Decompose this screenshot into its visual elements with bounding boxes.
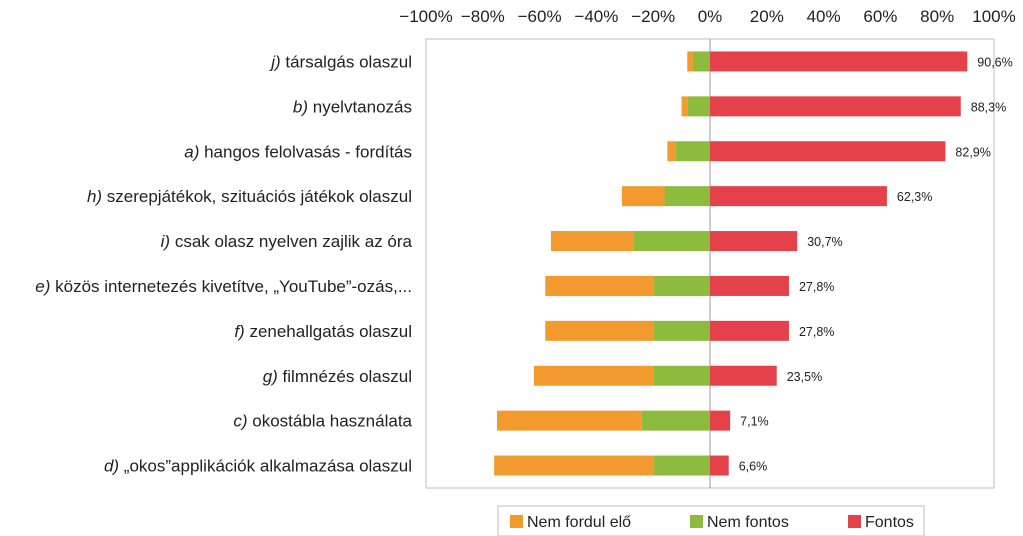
bar-segment xyxy=(545,275,654,296)
legend: Nem fordul elő Nem fontos Fontos xyxy=(497,505,925,536)
bar-segment xyxy=(710,51,968,72)
category-label: b) nyelvtanozás xyxy=(293,97,412,116)
bar-segment xyxy=(710,141,946,162)
bar-segment xyxy=(533,365,654,386)
bar-segment xyxy=(653,320,710,341)
bar-segment xyxy=(550,231,634,252)
category-label: h) szerepjátékok, szituációs játékok ola… xyxy=(87,187,412,206)
category-label: i) csak olasz nyelven zajlik az óra xyxy=(161,232,413,251)
bar-segment xyxy=(710,231,798,252)
bar-segment xyxy=(641,410,710,431)
data-labels: 90,6% 88,3% 82,9% 62,3% 30,7% 27,8% 27,8% 23,5%… xyxy=(739,55,1013,473)
category-label: g) filmnézés olaszul xyxy=(263,367,412,386)
category-label: e) közös internetezés kivetítve, „YouTub… xyxy=(35,277,412,296)
category-label: j) társalgás olaszul xyxy=(269,52,412,71)
bar-segment xyxy=(687,96,710,117)
bar-segment xyxy=(710,455,729,476)
bar-segment xyxy=(667,141,676,162)
bar-segment xyxy=(681,96,688,117)
data-label: 7,1% xyxy=(740,415,769,429)
data-label: 27,8% xyxy=(799,280,834,294)
bar-segment xyxy=(545,320,654,341)
x-tick-label: 40% xyxy=(807,7,841,26)
x-tick-label: 20% xyxy=(750,7,784,26)
bar-segment xyxy=(687,51,693,72)
category-label: f) zenehallgatás olaszul xyxy=(234,322,412,341)
category-label: d) „okos”applikációk alkalmazása olaszul xyxy=(104,457,412,476)
bar-segment xyxy=(653,275,710,296)
bar-segment xyxy=(621,186,665,207)
bar-segment xyxy=(710,186,887,207)
x-tick-label: 60% xyxy=(863,7,897,26)
bar-segment xyxy=(653,455,710,476)
legend-swatch xyxy=(848,515,861,528)
data-label: 23,5% xyxy=(787,370,822,384)
x-tick-label: −20% xyxy=(631,7,675,26)
bar-segment xyxy=(710,96,961,117)
x-tick-label: 100% xyxy=(972,7,1015,26)
data-label: 27,8% xyxy=(799,325,834,339)
bar-segment xyxy=(664,186,710,207)
bars xyxy=(494,51,968,476)
legend-label: Nem fontos xyxy=(707,514,789,531)
x-tick-label: −40% xyxy=(574,7,618,26)
x-tick-label: −60% xyxy=(518,7,562,26)
bar-segment xyxy=(653,365,710,386)
x-axis-tick-labels: −100% −80% −60% −40% −20% 0% 20% 40% 60% 80% 100% xyxy=(399,7,1015,26)
bar-segment xyxy=(710,275,789,296)
data-label: 88,3% xyxy=(971,100,1006,114)
data-label: 62,3% xyxy=(897,190,932,204)
x-tick-label: 0% xyxy=(698,7,723,26)
bar-segment xyxy=(497,410,642,431)
bar-segment xyxy=(710,320,789,341)
category-labels: j) társalgás olaszul b) nyelvtanozás a) ha… xyxy=(35,52,412,475)
data-label: 90,6% xyxy=(977,55,1012,69)
legend-swatch xyxy=(510,515,523,528)
legend-label: Nem fordul elő xyxy=(527,514,631,531)
x-tick-label: 80% xyxy=(920,7,954,26)
bar-segment xyxy=(710,365,777,386)
legend-label: Fontos xyxy=(865,514,914,531)
category-label: a) hangos felolvasás - fordítás xyxy=(184,142,412,161)
legend-swatch xyxy=(690,515,703,528)
bar-segment xyxy=(692,51,710,72)
bar-segment xyxy=(494,455,654,476)
x-tick-label: −80% xyxy=(461,7,505,26)
category-label: c) okostábla használata xyxy=(233,412,412,431)
data-label: 82,9% xyxy=(955,145,990,159)
bar-segment xyxy=(710,410,731,431)
bar-segment xyxy=(675,141,710,162)
data-label: 6,6% xyxy=(739,460,768,474)
data-label: 30,7% xyxy=(807,235,842,249)
bar-segment xyxy=(633,231,710,252)
x-tick-label: −100% xyxy=(399,7,452,26)
